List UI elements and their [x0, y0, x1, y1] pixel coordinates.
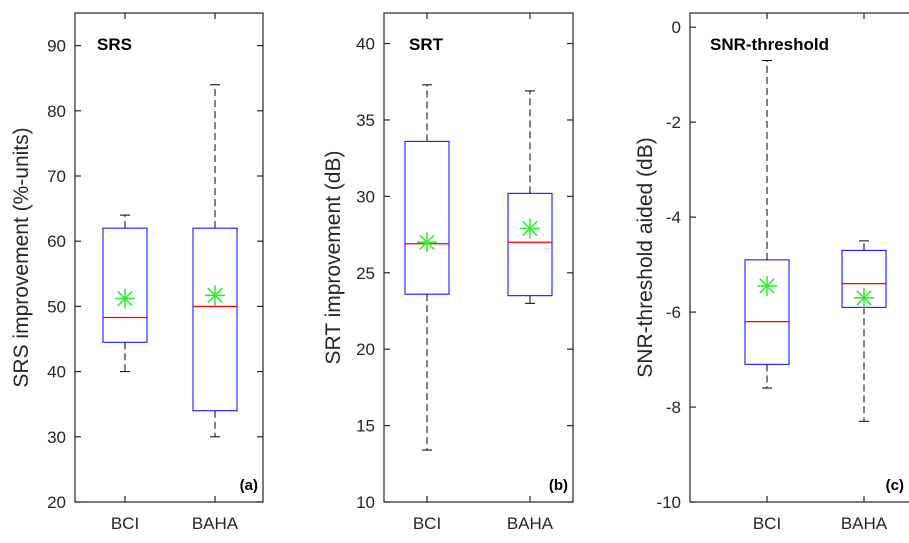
plot-frame [74, 12, 264, 503]
mean-marker-d2 [759, 278, 775, 294]
y-axis-label: SRS improvement (%-units) [10, 127, 33, 387]
y-tick-label: 90 [47, 37, 66, 56]
mean-marker [205, 285, 225, 306]
panel-title: SRT [409, 35, 444, 54]
y-tick-label: 10 [356, 493, 375, 512]
y-tick-label: 15 [356, 417, 375, 436]
mean-marker [115, 288, 135, 309]
box-baha [841, 240, 887, 422]
y-tick-label: 35 [356, 111, 375, 130]
mean-marker-d2 [856, 290, 872, 306]
plot-frame [383, 12, 574, 503]
iqr-box [192, 227, 238, 412]
y-axis-label: SNR-threshold aided (dB) [634, 137, 657, 377]
panel-label: (a) [240, 477, 258, 494]
plot-frame [689, 12, 909, 503]
y-tick-label: 0 [672, 18, 681, 37]
box-baha [192, 84, 238, 438]
y-tick-label: -10 [656, 493, 681, 512]
iqr-box [507, 192, 553, 297]
plot-area [102, 84, 238, 438]
mean-marker-d2 [207, 287, 223, 304]
x-tick-label: BCI [753, 514, 781, 533]
y-tick-label: 20 [47, 493, 66, 512]
y-tick-label: -6 [666, 303, 681, 322]
y-tick-label: 25 [356, 264, 375, 283]
panel-label: (b) [549, 477, 568, 494]
panel-label: (c) [886, 477, 904, 494]
y-tick-label: 20 [356, 340, 375, 359]
y-tick-label: 40 [356, 35, 375, 54]
panel-title: SRS [97, 35, 132, 54]
y-tick-label: 70 [47, 167, 66, 186]
y-tick-label: -4 [666, 208, 681, 227]
y-tick-label: -8 [666, 398, 681, 417]
y-tick-label: 80 [47, 102, 66, 121]
y-tick-label: 60 [47, 232, 66, 251]
box-bci [102, 214, 148, 373]
mean-marker [520, 218, 540, 239]
plot-area [744, 59, 887, 422]
x-tick-label: BCI [111, 514, 139, 533]
panel-title: SNR-threshold [710, 35, 829, 54]
y-axis-label: SRT improvement (dB) [322, 151, 345, 365]
y-tick-label: 30 [356, 187, 375, 206]
mean-marker-d2 [522, 220, 538, 237]
y-tick-label: -2 [666, 113, 681, 132]
y-tick-label: 30 [47, 428, 66, 447]
box-bci [404, 84, 450, 451]
chart-panel-1: 20 30 40 50 60 70 80 90 BCI BAHA SRS improvement (… [10, 12, 264, 533]
x-tick-label: BAHA [841, 514, 888, 533]
iqr-box [744, 259, 790, 365]
mean-marker [757, 275, 777, 296]
box-bci [744, 59, 790, 389]
chart-panel-2: 10 15 20 25 30 35 40 BCI BAHA SRT improvement (dB… [322, 12, 574, 533]
box-baha [507, 90, 553, 304]
iqr-box [404, 140, 450, 295]
mean-marker-d2 [419, 234, 435, 250]
x-tick-label: BAHA [192, 514, 239, 533]
y-tick-label: 50 [47, 297, 66, 316]
y-tick-label: 40 [47, 363, 66, 382]
iqr-box [102, 227, 148, 343]
mean-marker [417, 232, 437, 253]
mean-marker [854, 287, 874, 308]
x-tick-label: BCI [413, 514, 441, 533]
plot-area [404, 84, 553, 451]
chart-panel-3: -10 -8 -6 -4 -2 0 BCI BAHA SNR-threshold aided (… [634, 12, 909, 533]
x-tick-label: BAHA [507, 514, 554, 533]
mean-marker-d2 [117, 290, 133, 307]
